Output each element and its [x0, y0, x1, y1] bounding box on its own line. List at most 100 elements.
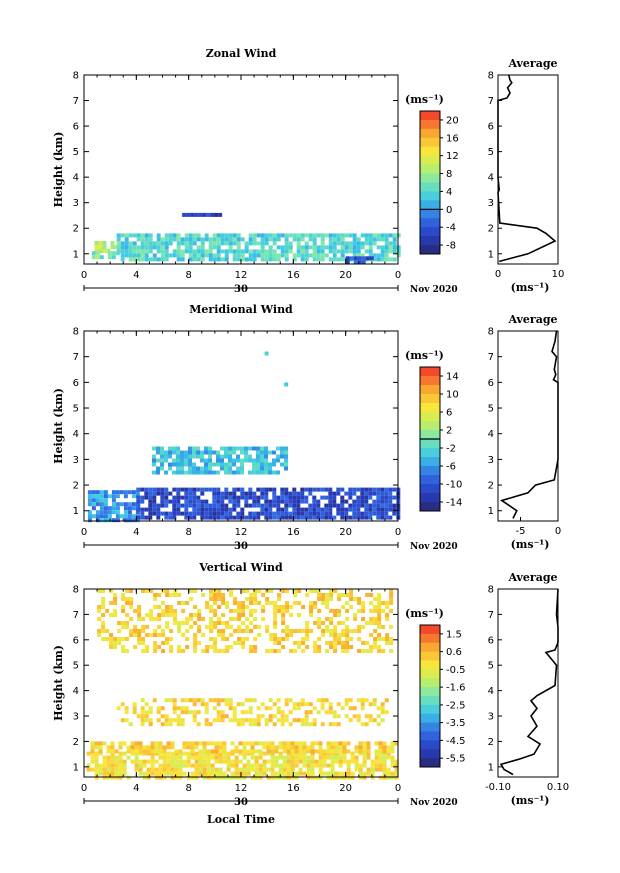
heatmap-cell: [256, 462, 260, 467]
heatmap-cell: [300, 249, 305, 254]
colorbar-segment: [420, 651, 440, 661]
heatmap-cell: [188, 710, 193, 715]
heatmap-cell: [230, 771, 235, 776]
heatmap-cell: [260, 470, 264, 475]
heatmap-cell: [169, 637, 174, 641]
heatmap-cell: [192, 462, 196, 467]
heatmap-cell: [135, 490, 140, 495]
heatmap-cell: [216, 495, 221, 500]
heatmap-cell: [345, 649, 350, 653]
heatmap-cell: [212, 706, 217, 711]
heatmap-cell: [228, 491, 233, 496]
colorbar-segment: [420, 191, 440, 201]
heatmap-cell: [121, 637, 126, 641]
heatmap-cell: [280, 714, 285, 719]
colorbar-tick-label: -3.5: [446, 718, 466, 729]
heatmap-cell: [381, 609, 386, 613]
heatmap-cell: [278, 755, 283, 760]
heatmap-cell: [208, 458, 212, 463]
heatmap-cell: [360, 722, 365, 727]
heatmap-cell: [316, 698, 321, 703]
heatmap-cell: [208, 454, 212, 459]
heatmap-cell: [138, 741, 143, 746]
heatmap-cell: [254, 759, 259, 764]
heatmap-cell: [374, 767, 379, 772]
heatmap-cell: [168, 511, 173, 516]
heatmap-cell: [276, 511, 281, 516]
heatmap-cell: [180, 503, 185, 508]
heatmap-cell: [95, 498, 100, 503]
heatmap-cell: [204, 515, 209, 520]
heatmap-cell: [256, 722, 261, 727]
heatmap-cell: [120, 257, 125, 262]
heatmap-cell: [252, 499, 257, 504]
heatmap-cell: [242, 749, 247, 754]
heatmap-cell: [284, 515, 289, 520]
heatmap-cell: [368, 491, 373, 496]
heatmap-cell: [388, 249, 393, 254]
heatmap-cell: [242, 755, 247, 760]
heatmap-cell: [170, 767, 175, 772]
colorbar-unit: (ms⁻¹): [405, 349, 444, 362]
heatmap-cell: [388, 487, 393, 492]
heatmap-cell: [99, 494, 104, 499]
heatmap-cell: [188, 454, 192, 459]
heatmap-cell: [329, 589, 334, 593]
heatmap-cell: [158, 771, 163, 776]
colorbar-segment: [420, 502, 440, 512]
heatmap-cell: [154, 767, 159, 772]
heatmap-cell: [309, 589, 314, 593]
heatmap-cell: [173, 593, 178, 597]
colorbar-segment: [420, 484, 440, 494]
heatmap-cell: [198, 755, 203, 760]
heatmap-cell: [294, 745, 299, 750]
colorbar-segment: [420, 722, 440, 732]
heatmap-cell: [209, 617, 214, 621]
heatmap-cell: [95, 251, 100, 256]
heatmap-cell: [188, 249, 193, 254]
heatmap-cell: [208, 487, 213, 492]
heatmap-cell: [228, 245, 233, 250]
heatmap-cell: [188, 245, 193, 250]
heatmap-cell: [185, 629, 190, 633]
heatmap-cell: [152, 454, 156, 459]
heatmap-cell: [121, 621, 126, 625]
heatmap-cell: [204, 503, 209, 508]
heatmap-cell: [188, 233, 193, 238]
heatmap-cell: [377, 597, 382, 601]
heatmap-cell: [168, 718, 173, 723]
heatmap-cell: [264, 706, 269, 711]
heatmap-cell: [268, 714, 273, 719]
heatmap-cell: [224, 470, 228, 475]
heatmap-cell: [206, 759, 211, 764]
heatmap-cell: [372, 503, 377, 508]
heatmap-cell: [296, 237, 301, 242]
heatmap-cell: [118, 755, 123, 760]
heatmap-cell: [204, 706, 209, 711]
heatmap-cell: [208, 241, 213, 246]
heatmap-cell: [293, 649, 298, 653]
colorbar-segment: [420, 245, 440, 255]
heatmap-cell: [94, 249, 99, 253]
average-unit: (ms⁻¹): [511, 794, 550, 807]
heatmap-cell: [280, 245, 285, 250]
heatmap-cell: [97, 629, 102, 633]
heatmap-cell: [110, 763, 115, 768]
heatmap-cell: [172, 507, 177, 512]
heatmap-cell: [320, 487, 325, 492]
heatmap-cell: [101, 637, 106, 641]
heatmap-cell: [190, 771, 195, 776]
heatmap-cell: [296, 253, 301, 258]
heatmap-cell: [296, 511, 301, 516]
heatmap-cell: [110, 245, 115, 249]
heatmap-cell: [193, 589, 198, 593]
heatmap-cell: [119, 502, 124, 507]
heatmap-cell: [265, 649, 270, 653]
heatmap-cell: [345, 641, 350, 645]
heatmap-cell: [135, 518, 140, 523]
heatmap-cell: [136, 503, 141, 508]
heatmap-cell: [152, 491, 157, 496]
heatmap-cell: [144, 491, 149, 496]
heatmap-cell: [358, 745, 363, 750]
